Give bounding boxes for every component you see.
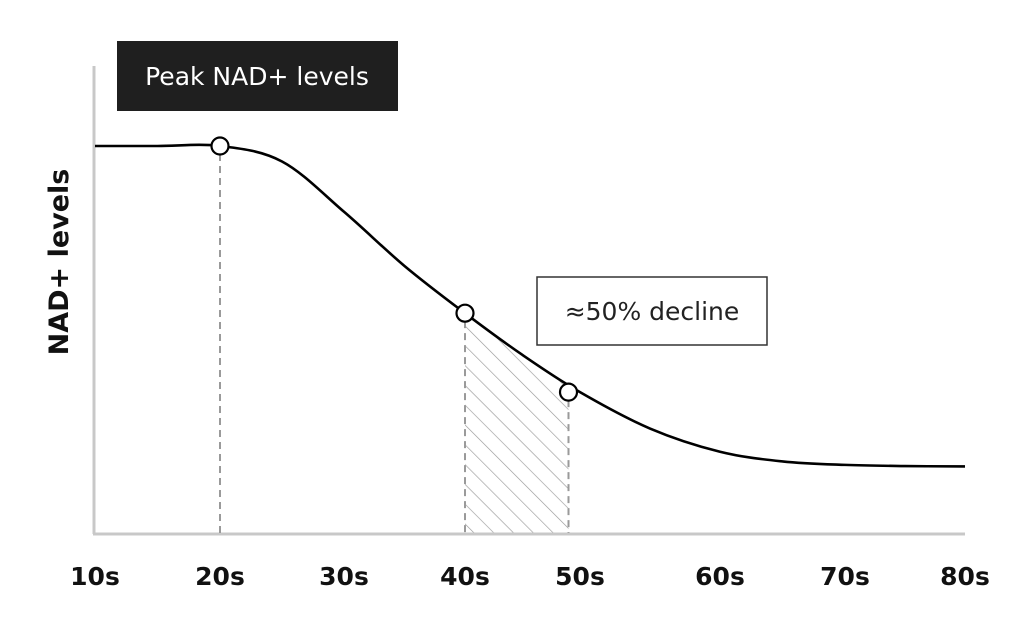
x-tick-label: 30s [319,562,369,591]
peak-label-box [117,41,398,111]
decline-label-box [536,276,768,346]
x-tick-label: 70s [820,562,870,591]
decline-label: ≈50% decline [565,297,740,326]
data-point-marker-2 [558,382,579,402]
data-point-marker-0 [210,136,230,156]
x-tick-label: 80s [940,562,990,591]
x-tick-label: 40s [440,562,490,591]
x-tick-label: 60s [695,562,745,591]
peak-label: Peak NAD+ levels [145,62,369,91]
data-point-marker-1 [455,303,475,323]
x-tick-label: 50s [555,562,605,591]
nad-curve-line [95,143,966,468]
x-tick-label: 20s [195,562,245,591]
x-tick-label: 10s [70,562,120,591]
y-axis-label: NAD+ levels [44,169,75,356]
